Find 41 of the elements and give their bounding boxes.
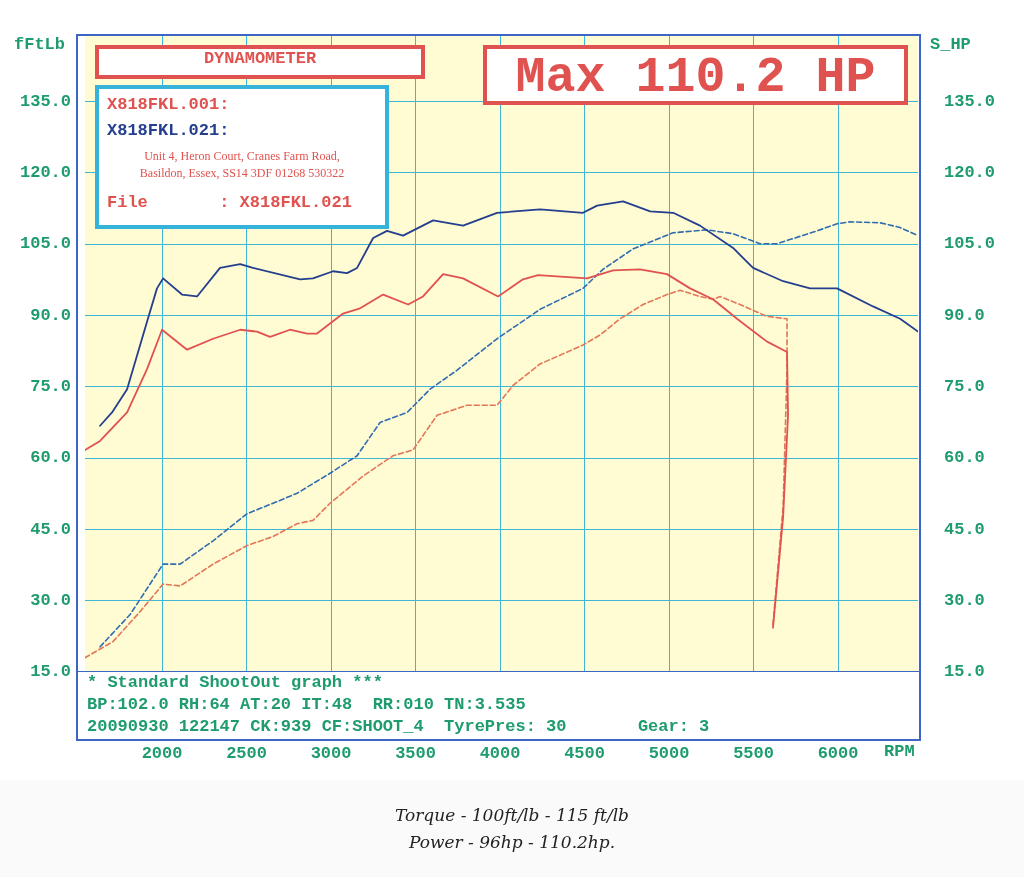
text: X818FKL.001: [107, 95, 230, 115]
annotation: Unit 4, Heron Court, Cranes Farm Road, [144, 149, 340, 164]
y2-tick-label: 75.0 [944, 377, 985, 397]
x-tick-label: 2000 [141, 744, 183, 764]
y2-tick-label: 60.0 [944, 448, 985, 468]
y2-axis-title: S_HP [930, 35, 971, 55]
y-tick-label: 60.0 [30, 448, 71, 468]
x-tick-label: 2500 [226, 744, 267, 764]
x-tick-label: 5500 [733, 744, 774, 764]
y-tick-label: 105.0 [19, 234, 71, 254]
y-tick-label: 30.0 [30, 590, 71, 610]
y-tick-label: 135.0 [19, 91, 71, 111]
y2-tick-label: 30.0 [944, 590, 985, 610]
y-tick-label: 120.0 [19, 163, 71, 183]
x-tick-label: 4000 [479, 744, 521, 764]
x-tick-label: 3000 [310, 744, 352, 764]
footer-box: * Standard ShootOut graph *** BP:102.0 RH:64 AT:20 IT:48 RR:010 TN:3.535 20090930 122147 CK:939 CF:SHOOT_4 TyrePres: 30 Gear: 3 [76, 672, 921, 741]
annotation: Basildon, Essex, SS14 3DF 01268 530322 [139, 166, 345, 181]
text: Power - 96hp - 110.2hp. [407, 832, 617, 852]
x-tick-label: 5000 [648, 744, 690, 764]
text: X818FKL.021: [107, 121, 230, 141]
text: Torque - 100ft/lb - 115 ft/lb [394, 805, 630, 825]
y-axis-title: fFtLb [14, 35, 66, 55]
y2-tick-label: 15.0 [944, 662, 985, 682]
y2-tick-label: 45.0 [944, 519, 985, 539]
x-tick-label: 6000 [817, 744, 859, 764]
line-series [99, 221, 918, 648]
title-box: DYNAMOMETER [95, 45, 425, 79]
y2-tick-label: 135.0 [944, 91, 996, 111]
x-tick-label: 4500 [564, 744, 605, 764]
y2-tick-label: 120.0 [944, 163, 996, 183]
annotation: File : X818FKL.021 [107, 193, 352, 213]
y-tick-label: 15.0 [30, 662, 71, 682]
y2-tick-label: 90.0 [944, 305, 985, 325]
heading-box: Max 110.2 HP [483, 45, 908, 105]
y-tick-label: 75.0 [30, 377, 71, 397]
y2-tick-label: 105.0 [944, 234, 996, 254]
y-tick-label: 45.0 [30, 519, 71, 539]
x-tick-label: 3500 [395, 744, 436, 764]
x-axis-title: RPM [884, 742, 915, 762]
y-tick-label: 90.0 [30, 305, 71, 325]
